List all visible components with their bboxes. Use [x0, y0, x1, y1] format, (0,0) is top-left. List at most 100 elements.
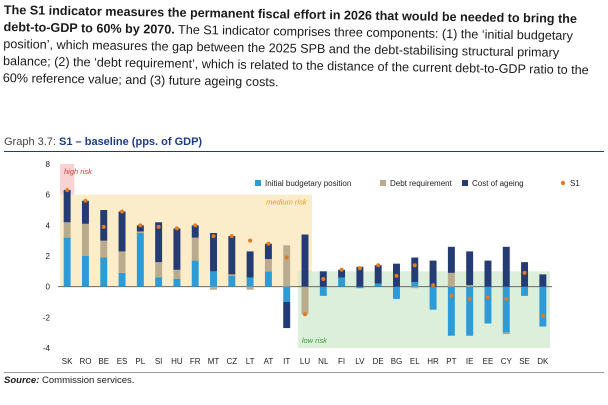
bar-LV-2 — [356, 266, 364, 287]
x-tick-label: AT — [264, 357, 274, 366]
bar-LU-1 — [301, 286, 309, 315]
bar-ES-2 — [118, 211, 126, 252]
x-tick-label: PL — [135, 357, 145, 366]
s1-marker-FR — [193, 223, 198, 228]
bar-SE-0 — [521, 286, 529, 296]
s1-marker-IE — [467, 296, 472, 301]
bar-RO-2 — [81, 200, 89, 224]
bar-HU-2 — [173, 228, 181, 270]
bar-EL-2 — [411, 257, 419, 283]
x-tick-label: SI — [155, 357, 163, 366]
bar-IE-2 — [466, 251, 474, 286]
s1-marker-LT — [248, 238, 253, 243]
s1-marker-PT — [449, 293, 454, 298]
bar-FI-0 — [338, 277, 346, 287]
bar-CZ-1 — [228, 274, 236, 276]
s1-marker-LU — [303, 312, 307, 317]
legend-swatch — [462, 180, 468, 186]
s1-marker-LV — [357, 266, 362, 271]
bar-MT-1 — [210, 286, 217, 290]
x-tick-label: HR — [427, 357, 439, 366]
s1-marker-MT — [211, 234, 216, 239]
graph-title-text: S1 – baseline (pps. of GDP) — [59, 136, 203, 148]
bar-AT-2 — [264, 243, 272, 260]
bar-CZ-2 — [228, 236, 236, 275]
s1-marker-IT — [284, 255, 289, 260]
legend-swatch — [380, 180, 386, 186]
bar-IE-0 — [466, 286, 474, 336]
title-rule — [4, 151, 604, 152]
x-tick-label: DK — [537, 357, 549, 366]
x-tick-label: FI — [338, 357, 345, 366]
bar-PL-2 — [136, 225, 144, 232]
risk-zone-label: high risk — [64, 167, 93, 176]
bar-LU-2 — [301, 234, 309, 287]
y-tick-label: 2 — [46, 252, 51, 261]
x-tick-label: IT — [283, 357, 290, 366]
source-text: Commission services. — [42, 375, 135, 386]
x-tick-label: RO — [79, 357, 91, 366]
x-tick-label: CY — [501, 357, 513, 366]
s1-marker-HR — [431, 283, 436, 288]
bar-FR-2 — [191, 225, 199, 238]
source-label: Source: — [4, 375, 40, 386]
s1-marker-HU — [174, 226, 179, 231]
bar-DK-0 — [539, 286, 547, 327]
bar-FI-2 — [338, 269, 346, 278]
s1-chart: high risk medium risk low risk -4 -2 0 2 4 6 8 SK R… — [43, 160, 580, 366]
bar-IT-2 — [283, 302, 291, 329]
s1-marker-ES — [120, 209, 125, 214]
bar-MT-0 — [210, 271, 217, 287]
bar-CY-2 — [502, 246, 510, 287]
risk-zone-label: medium risk — [266, 198, 308, 207]
bar-HR-2 — [429, 260, 437, 287]
s1-marker-BG — [394, 273, 399, 278]
bar-FR-0 — [191, 260, 199, 287]
bar-MT-2 — [210, 233, 217, 272]
risk-zone-low-risk — [297, 271, 550, 348]
bar-NL-0 — [319, 286, 327, 296]
x-tick-label: LT — [246, 357, 255, 366]
bar-LT-1 — [246, 286, 254, 290]
source-rule — [4, 372, 604, 373]
bar-EE-0 — [484, 286, 492, 324]
bar-RO-1 — [81, 223, 89, 256]
bar-RO-0 — [81, 256, 89, 287]
bar-FR-1 — [191, 237, 199, 261]
s1-marker-BE — [101, 224, 106, 229]
risk-zone-label: low risk — [302, 336, 328, 345]
x-tick-label: EL — [410, 357, 420, 366]
bar-LV-0 — [356, 286, 364, 289]
bar-PT-2 — [447, 246, 455, 273]
s1-marker-RO — [83, 198, 88, 203]
x-tick-label: LV — [355, 357, 365, 366]
risk-zone-medium-risk — [60, 194, 313, 287]
s1-marker-DK — [540, 313, 545, 318]
bar-EE-2 — [484, 260, 492, 287]
bar-PL-1 — [136, 231, 144, 233]
y-tick-label: -4 — [43, 344, 51, 353]
x-tick-label: DE — [373, 357, 384, 366]
legend-label: Initial budgetary position — [265, 179, 351, 188]
s1-marker-PL — [138, 223, 143, 228]
bar-CZ-0 — [228, 275, 236, 287]
bar-LT-0 — [246, 277, 254, 287]
bar-SI-2 — [155, 222, 163, 263]
bar-PT-1 — [447, 272, 455, 287]
bar-DE-2 — [374, 265, 382, 284]
bar-CY-1 — [502, 332, 510, 335]
bar-HU-0 — [173, 279, 181, 287]
x-tick-label: PT — [446, 357, 456, 366]
x-tick-label: NL — [318, 357, 329, 366]
s1-marker-NL — [321, 277, 326, 281]
s1-marker-SK — [65, 188, 70, 193]
bar-EL-0 — [411, 282, 419, 287]
x-tick-label: SK — [62, 357, 73, 366]
bar-PL-0 — [136, 233, 144, 287]
x-tick-label: SE — [519, 357, 530, 366]
bar-AT-1 — [264, 259, 272, 272]
x-tick-label: FR — [190, 357, 201, 366]
bar-DE-0 — [374, 283, 382, 287]
legend-label: Cost of ageing — [472, 179, 524, 188]
x-tick-label: EE — [483, 357, 494, 366]
